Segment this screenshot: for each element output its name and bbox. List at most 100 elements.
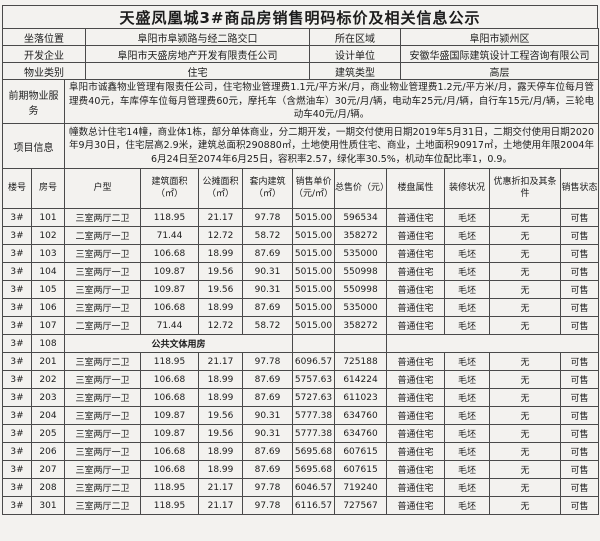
cell-total-price: 607615	[334, 460, 387, 479]
cell-unit-type: 三室两厅一卫	[64, 280, 141, 299]
cell-decoration: 毛坯	[444, 208, 490, 227]
property-service-label: 前期物业服务	[2, 79, 65, 124]
cell-inner-area: 90.31	[242, 424, 293, 443]
cell-decoration: 毛坯	[444, 226, 490, 245]
cell-sale-status: 可售	[560, 262, 599, 281]
cell-decoration: 毛坯	[444, 316, 490, 335]
cell-discount: 无	[489, 316, 561, 335]
title-table: 天盛凤凰城3#商品房销售明码标价及相关信息公示	[2, 5, 598, 29]
table-row: 3# 208 三室两厅二卫 118.95 21.17 97.78 6046.57 719240…	[2, 478, 599, 497]
table-row: 3# 102 二室两厅一卫 71.44 12.72 58.72 5015.00 358272 普…	[2, 226, 599, 245]
header-discount: 优惠折扣及其条件	[489, 168, 561, 209]
cell-decoration: 毛坯	[444, 280, 490, 299]
cell-sale-status: 可售	[560, 406, 599, 425]
cell-unit-price: 5015.00	[292, 244, 335, 263]
cell-decoration: 毛坯	[444, 262, 490, 281]
cell-inner-area: 87.69	[242, 442, 293, 461]
property-service-text: 阜阳市诚鑫物业管理有限责任公司，住宅物业管理费1.1元/平方米/月，商业物业管理…	[64, 79, 599, 124]
cell-building: 3#	[2, 478, 32, 497]
cell-inner-area: 97.78	[242, 352, 293, 371]
cell-room: 106	[31, 298, 65, 317]
cell-floor-area: 106.68	[140, 460, 199, 479]
table-row: 3# 203 三室两厅一卫 106.68 18.99 87.69 5727.63 611023…	[2, 388, 599, 407]
cell-property-type: 普通住宅	[386, 460, 445, 479]
cell-property-type: 普通住宅	[386, 262, 445, 281]
table-row: 3# 204 三室两厅一卫 109.87 19.56 90.31 5777.38 634760…	[2, 406, 599, 425]
cell-shared-area: 18.99	[198, 298, 243, 317]
info-value: 高层	[400, 62, 599, 80]
cell-inner-area: 87.69	[242, 298, 293, 317]
cell-discount: 无	[489, 280, 561, 299]
cell-discount: 无	[489, 208, 561, 227]
cell-total-price: 611023	[334, 388, 387, 407]
cell-building: 3#	[2, 334, 32, 353]
property-service-table: 前期物业服务 阜阳市诚鑫物业管理有限责任公司，住宅物业管理费1.1元/平方米/月…	[2, 79, 599, 124]
cell-property-type: 普通住宅	[386, 298, 445, 317]
header-total-price: 总售价（元）	[334, 168, 387, 209]
cell-unit-type: 三室两厅一卫	[64, 442, 141, 461]
table-row: 3# 106 三室两厅一卫 106.68 18.99 87.69 5015.00 535000…	[2, 298, 599, 317]
cell-sale-status: 可售	[560, 370, 599, 389]
cell-decoration: 毛坯	[444, 442, 490, 461]
property-service-row: 前期物业服务 阜阳市诚鑫物业管理有限责任公司，住宅物业管理费1.1元/平方米/月…	[2, 79, 599, 124]
cell-room: 201	[31, 352, 65, 371]
cell-building: 3#	[2, 244, 32, 263]
info-value: 阜阳市天盛房地产开发有限责任公司	[85, 45, 310, 63]
cell-total-price: 634760	[334, 424, 387, 443]
cell-unit-price: 5727.63	[292, 388, 335, 407]
cell-total-price: 358272	[334, 226, 387, 245]
cell-unit-price: 6096.57	[292, 352, 335, 371]
cell-property-type: 普通住宅	[386, 316, 445, 335]
cell-property-type: 普通住宅	[386, 244, 445, 263]
cell-inner-area: 87.69	[242, 460, 293, 479]
cell-unit-price: 5757.63	[292, 370, 335, 389]
cell-unit-price: 5015.00	[292, 280, 335, 299]
cell-property-type: 普通住宅	[386, 478, 445, 497]
cell-building: 3#	[2, 298, 32, 317]
cell-shared-area: 18.99	[198, 244, 243, 263]
cell-unit-type: 三室两厅一卫	[64, 424, 141, 443]
cell-floor-area: 109.87	[140, 280, 199, 299]
cell-discount: 无	[489, 406, 561, 425]
cell-building: 3#	[2, 262, 32, 281]
table-row: 3# 205 三室两厅一卫 109.87 19.56 90.31 5777.38 634760…	[2, 424, 599, 443]
cell-total-price-empty	[334, 334, 387, 353]
cell-unit-type: 三室两厅一卫	[64, 244, 141, 263]
header-unit-price: 销售单价（元/㎡）	[292, 168, 335, 209]
cell-shared-area: 12.72	[198, 226, 243, 245]
cell-unit-price: 5015.00	[292, 208, 335, 227]
cell-discount: 无	[489, 226, 561, 245]
basic-info-table: 坐落位置 阜阳市阜颍路与经二路交口 所在区域 阜阳市颍州区 开发企业 阜阳市天盛…	[2, 28, 599, 80]
header-unit-type: 户型	[64, 168, 141, 209]
cell-decoration: 毛坯	[444, 424, 490, 443]
cell-floor-area: 106.68	[140, 370, 199, 389]
cell-unit-price: 6046.57	[292, 478, 335, 497]
header-building: 楼号	[2, 168, 32, 209]
cell-shared-area: 18.99	[198, 370, 243, 389]
cell-inner-area: 58.72	[242, 226, 293, 245]
cell-discount: 无	[489, 370, 561, 389]
header-room: 房号	[31, 168, 65, 209]
cell-sale-status: 可售	[560, 424, 599, 443]
cell-unit-price: 5015.00	[292, 298, 335, 317]
cell-shared-area: 18.99	[198, 388, 243, 407]
cell-room: 107	[31, 316, 65, 335]
page-title: 天盛凤凰城3#商品房销售明码标价及相关信息公示	[2, 5, 598, 29]
cell-inner-area: 58.72	[242, 316, 293, 335]
cell-decoration: 毛坯	[444, 388, 490, 407]
cell-total-price: 535000	[334, 244, 387, 263]
cell-inner-area: 97.78	[242, 496, 293, 515]
cell-discount: 无	[489, 460, 561, 479]
cell-unit-type: 三室两厅一卫	[64, 370, 141, 389]
info-value: 阜阳市颍州区	[400, 28, 599, 46]
table-row: 3# 108 公共文体用房	[2, 334, 599, 353]
cell-room: 203	[31, 388, 65, 407]
cell-decoration: 毛坯	[444, 478, 490, 497]
cell-building: 3#	[2, 208, 32, 227]
cell-discount: 无	[489, 244, 561, 263]
cell-room: 108	[31, 334, 65, 353]
price-table-header-row: 楼号 房号 户型 建筑面积（㎡） 公摊面积（㎡） 套内建筑（㎡） 销售单价（元/…	[2, 168, 599, 209]
cell-building: 3#	[2, 280, 32, 299]
cell-sale-status: 可售	[560, 208, 599, 227]
cell-property-type: 普通住宅	[386, 406, 445, 425]
